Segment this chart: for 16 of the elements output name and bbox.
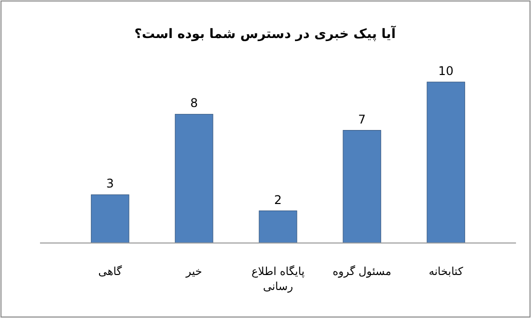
x-tick-label: مسئول گروه <box>332 265 392 278</box>
bar <box>342 130 382 244</box>
data-label: 8 <box>190 96 198 110</box>
x-tick-label: پایگاه اطلاع رسانی <box>251 265 305 293</box>
bar <box>90 194 130 244</box>
x-tick-label: گاهی <box>98 265 123 278</box>
bar <box>426 82 466 244</box>
data-label: 2 <box>274 192 282 207</box>
bar <box>258 210 298 244</box>
chart-title: آیا پیک خبری در دسترس شما بوده است؟ <box>134 25 396 42</box>
x-tick-label: کتابخانه <box>428 265 464 278</box>
data-label: 7 <box>358 112 366 126</box>
data-label: 3 <box>106 176 114 191</box>
bar <box>174 114 214 244</box>
data-label: 10 <box>438 64 454 78</box>
x-tick-label: خیر <box>184 265 202 278</box>
